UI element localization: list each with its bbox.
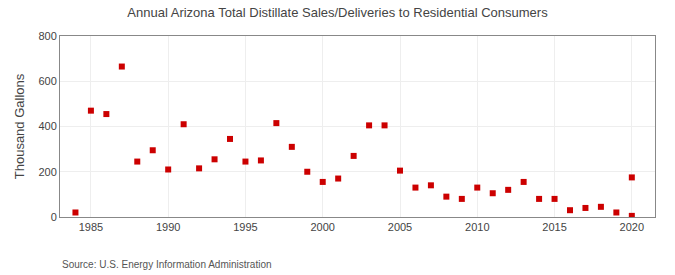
svg-text:200: 200 xyxy=(38,166,56,178)
svg-text:Annual Arizona Total Distillat: Annual Arizona Total Distillate Sales/De… xyxy=(127,5,548,20)
svg-text:2020: 2020 xyxy=(620,221,644,233)
svg-text:600: 600 xyxy=(38,75,56,87)
svg-text:2015: 2015 xyxy=(542,221,566,233)
svg-text:1985: 1985 xyxy=(79,221,103,233)
svg-text:1990: 1990 xyxy=(156,221,180,233)
svg-text:1995: 1995 xyxy=(233,221,257,233)
svg-text:Source: U.S. Energy Informatio: Source: U.S. Energy Information Administ… xyxy=(62,259,272,270)
svg-text:800: 800 xyxy=(38,30,56,42)
svg-text:2010: 2010 xyxy=(465,221,489,233)
svg-text:2000: 2000 xyxy=(310,221,334,233)
svg-text:0: 0 xyxy=(51,211,57,223)
svg-text:Thousand Gallons: Thousand Gallons xyxy=(12,73,27,179)
svg-text:2005: 2005 xyxy=(388,221,412,233)
svg-text:400: 400 xyxy=(38,120,56,132)
